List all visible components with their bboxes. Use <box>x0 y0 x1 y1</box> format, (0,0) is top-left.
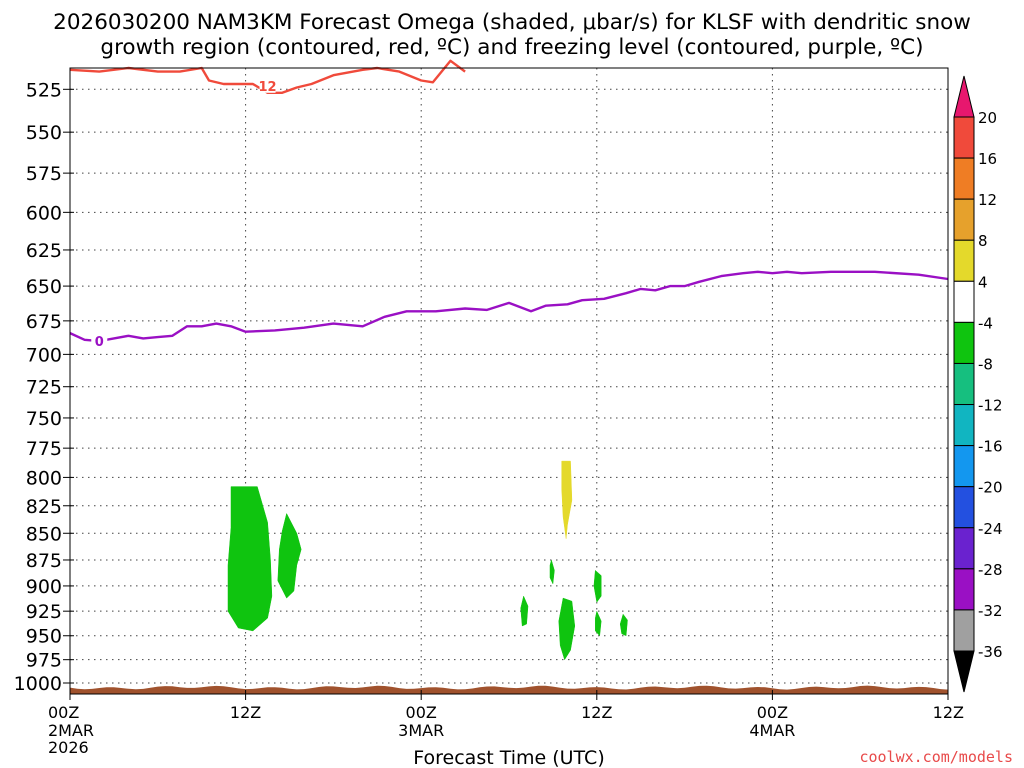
x-tick-label: 00Z <box>406 703 437 722</box>
x-tick-label: 12Z <box>230 703 261 722</box>
colorbar-label: -12 <box>978 397 1003 415</box>
y-tick-label: 625 <box>26 240 62 262</box>
omega-region-2 <box>561 460 573 539</box>
omega-region-5 <box>558 597 576 661</box>
chart-title-line-2: growth region (contoured, red, ºC) and f… <box>100 35 923 60</box>
colorbar-label: -8 <box>978 355 993 373</box>
y-tick-label: 750 <box>26 408 62 430</box>
colorbar-label: 20 <box>978 109 997 127</box>
colorbar-swatch-0 <box>953 116 975 159</box>
colorbar-swatch-8 <box>953 445 975 488</box>
colorbar-swatch-11 <box>953 568 975 611</box>
colorbar-swatch-3 <box>953 239 975 282</box>
colorbar-label: -32 <box>978 602 1003 620</box>
y-tick-label: 825 <box>26 496 62 518</box>
colorbar-label: -20 <box>978 479 1003 497</box>
colorbar-swatch-10 <box>953 527 975 570</box>
y-tick-label: 925 <box>26 601 62 623</box>
y-tick-label: 775 <box>26 438 62 460</box>
colorbar-swatch-5 <box>953 321 975 364</box>
y-tick-label: 975 <box>26 650 62 672</box>
plot-background <box>70 68 948 694</box>
colorbar-swatch-12 <box>953 609 975 652</box>
y-tick-label: 650 <box>26 276 62 298</box>
terrain <box>70 685 948 694</box>
colorbar-label: -16 <box>978 438 1003 456</box>
y-tick-label: 700 <box>26 344 62 366</box>
y-axis: 525 550 575 600 625 650 675 700 725 750 775 800 825 8… <box>14 79 74 695</box>
x-tick-label: 12Z <box>933 703 964 722</box>
omega-region-0 <box>227 486 273 632</box>
x-tick-sublabel: 3MAR <box>398 721 444 740</box>
colorbar-swatch-6 <box>953 362 975 406</box>
grid <box>70 68 948 694</box>
terrain-band <box>70 685 948 694</box>
colorbar-swatch-4 <box>953 280 975 323</box>
colorbar-label: 4 <box>978 273 988 291</box>
contour-label-12: 12 <box>259 80 277 95</box>
x-tick-sublabel: 2MAR <box>48 721 94 740</box>
colorbar-label: 16 <box>978 150 997 168</box>
colorbar: 20 16 12 8 4 -4 -8 -12 -16 -20 -24 -28 -32 -36 <box>953 75 1003 693</box>
y-tick-label: 600 <box>26 202 62 224</box>
colorbar-label: 8 <box>978 232 988 250</box>
omega-region-8 <box>619 613 628 637</box>
y-tick-label: 725 <box>26 377 62 399</box>
colorbar-label: -36 <box>978 643 1003 661</box>
omega-region-7 <box>595 610 602 637</box>
contour-label-bg <box>91 333 108 349</box>
y-tick-label: 675 <box>26 311 62 333</box>
colorbar-swatch-7 <box>953 404 975 447</box>
contours: 12 0 <box>69 59 949 350</box>
omega-shading <box>227 460 628 661</box>
colorbar-label: 12 <box>978 191 997 209</box>
colorbar-label: -24 <box>978 520 1003 538</box>
omega-region-3 <box>520 595 529 627</box>
omega-region-4 <box>549 559 555 585</box>
contour-line-12 <box>69 59 466 94</box>
contour-label-bg <box>259 77 276 93</box>
credit-text: coolwx.com/models <box>859 748 1013 766</box>
y-tick-label: 800 <box>26 467 62 489</box>
omega-region-6 <box>593 569 602 603</box>
omega-region-1 <box>277 512 302 599</box>
y-tick-label: 850 <box>26 523 62 545</box>
x-tick-sublabel: 4MAR <box>749 721 795 740</box>
y-tick-label: 550 <box>26 122 62 144</box>
y-tick-label: 875 <box>26 550 62 572</box>
x-tick-label: 00Z <box>48 703 79 722</box>
colorbar-label: -28 <box>978 561 1003 579</box>
chart-title-line-1: 2026030200 NAM3KM Forecast Omega (shaded… <box>53 10 971 35</box>
x-axis-title: Forecast Time (UTC) <box>413 747 604 768</box>
y-tick-label: 950 <box>26 626 62 648</box>
colorbar-swatch-1 <box>953 157 975 200</box>
y-tick-label: 1000 <box>14 673 62 695</box>
colorbar-bottom-triangle <box>953 650 975 693</box>
colorbar-label: -4 <box>978 314 993 332</box>
colorbar-top-triangle <box>953 75 975 118</box>
contour-line-0 <box>69 270 949 343</box>
y-tick-label: 900 <box>26 576 62 598</box>
plot-frame <box>69 67 949 695</box>
x-tick-sublabel: 2026 <box>48 738 89 757</box>
colorbar-swatch-2 <box>953 198 975 241</box>
y-tick-label: 575 <box>26 163 62 185</box>
colorbar-swatch-9 <box>953 486 975 529</box>
contour-label-0: 0 <box>95 335 104 350</box>
x-tick-label: 12Z <box>581 703 612 722</box>
x-tick-label: 00Z <box>757 703 788 722</box>
y-tick-label: 525 <box>26 79 62 101</box>
